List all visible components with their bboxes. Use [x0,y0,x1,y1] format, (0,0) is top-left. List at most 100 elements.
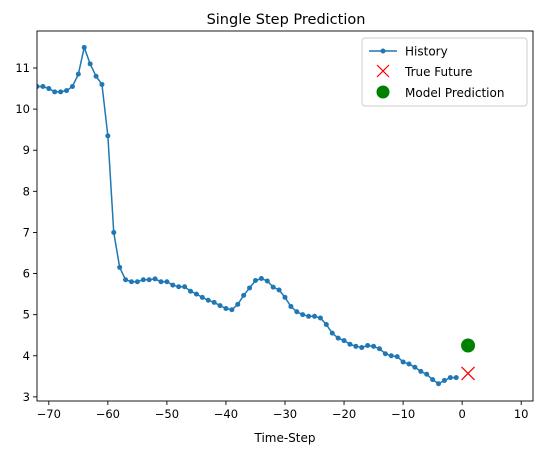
history-point [430,377,436,383]
history-point [93,73,99,79]
plot-area [37,44,476,387]
history-point [81,44,87,50]
model-prediction-marker [461,338,476,353]
y-tick-label: 6 [23,267,30,281]
history-point [123,277,129,283]
history-point [99,81,105,87]
history-point [441,377,447,383]
history-point [152,276,158,282]
history-point [58,89,64,95]
history-point [371,343,377,349]
history-point [341,338,347,344]
history-point [382,351,388,357]
history-point [376,346,382,352]
history-point [217,303,223,309]
history-point [128,279,134,285]
x-tick-label: 10 [514,407,529,421]
history-point [447,375,453,381]
history-point [288,303,294,309]
history-point [158,279,164,285]
x-tick-label: 0 [458,407,465,421]
history-point [317,315,323,321]
history-point [406,361,412,367]
history-point [312,313,318,319]
data-layer [37,44,476,387]
history-point [182,284,188,290]
history-point [235,301,241,307]
x-tick-label: −40 [214,407,238,421]
history-point [388,353,394,359]
x-tick-label: −70 [37,407,61,421]
history-point [353,343,359,349]
history-point [347,341,353,347]
axes-frame [36,30,534,402]
true-future-marker [461,366,476,381]
x-tick-label: −60 [96,407,120,421]
legend-entry-history: History [369,45,448,59]
history-point [282,294,288,300]
history-point [223,306,229,311]
y-tick-label: 9 [23,143,30,157]
history-point [252,278,258,284]
x-tick-label: −20 [332,407,356,421]
history-point [400,359,406,365]
history-point [69,84,75,89]
history-point [188,288,194,294]
legend-history-marker [380,48,386,54]
x-axis-label: Time-Step [253,431,315,445]
history-point [205,297,211,303]
legend-true-future-label: True Future [404,65,473,79]
legend-history-label: History [405,45,448,59]
history-point [211,299,217,305]
history-point [258,275,264,281]
history-point [424,371,430,377]
history-point [37,84,40,89]
history-point [323,322,329,328]
history-point [276,287,282,293]
chart-title: Single Step Prediction [207,12,366,28]
x-axis: −70 −60 −50 −40 −30 −20 −10 0 10 [37,401,529,421]
history-point [117,264,123,270]
history-point [170,282,176,288]
history-point [453,375,459,381]
x-tick-label: −50 [155,407,179,421]
y-axis: 3 4 5 6 7 8 9 10 11 [15,61,37,404]
history-point [105,133,111,139]
history-point [247,285,253,291]
history-point [75,71,81,77]
y-tick-label: 10 [15,102,30,116]
history-point [193,291,199,297]
history-point [365,343,371,348]
x-tick-label: −10 [391,407,415,421]
y-tick-label: 5 [23,308,30,322]
history-point [140,277,146,283]
history-point [418,368,424,374]
history-point [40,84,46,89]
history-point [335,335,341,341]
history-point [229,307,235,313]
history-point [359,345,365,351]
history-point [46,86,52,92]
history-point [306,313,312,319]
history-point [52,89,58,95]
history-point [111,229,117,235]
history-point [412,364,418,370]
history-point [294,309,300,315]
y-tick-label: 4 [23,349,30,363]
y-tick-label: 3 [23,390,30,404]
history-point [164,279,170,285]
history-point [87,61,93,67]
legend-entry-true-future: True Future [376,64,473,79]
x-tick-label: −30 [273,407,297,421]
history-point [64,88,70,94]
y-tick-label: 11 [15,61,30,75]
history-point [300,312,306,318]
history-point [146,277,152,283]
history-point [436,381,442,387]
y-tick-label: 7 [23,225,30,239]
legend-box [361,37,528,107]
history-point [394,354,400,360]
legend-true-future-marker [376,64,390,78]
y-tick-label: 8 [23,184,30,198]
history-point [270,284,276,290]
